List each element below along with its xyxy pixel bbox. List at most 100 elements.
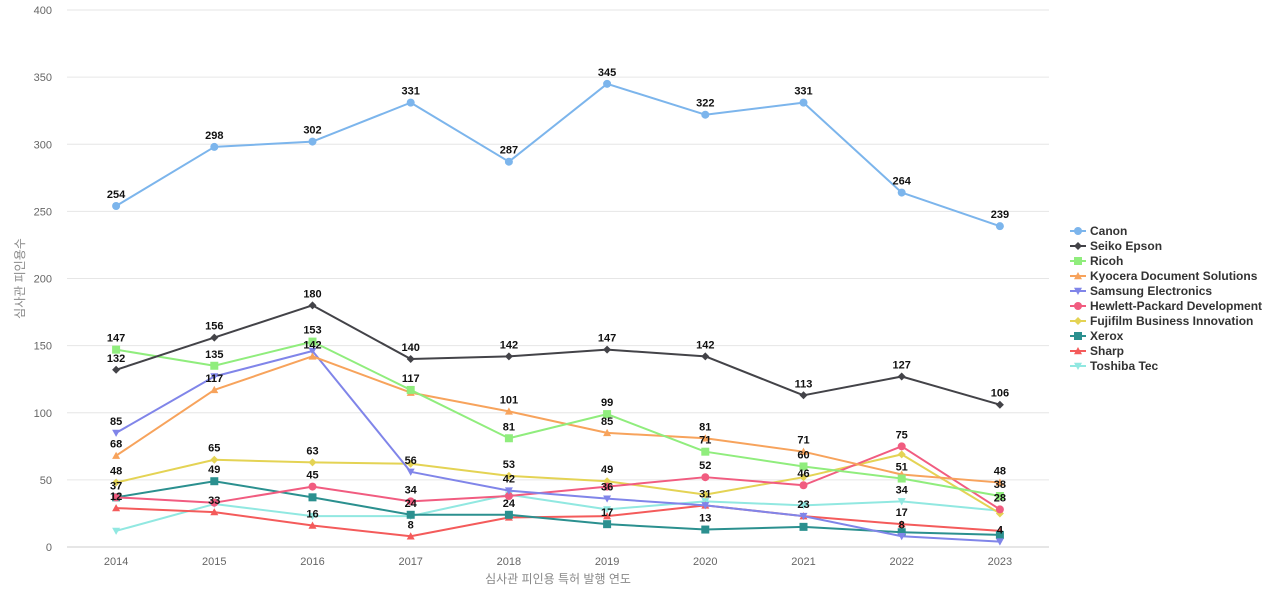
data-point [701, 502, 710, 510]
data-label: 52 [699, 460, 711, 472]
data-label: 142 [500, 339, 518, 351]
legend-item-seiko-epson[interactable]: Seiko Epson [1070, 239, 1162, 253]
data-label: 56 [405, 455, 417, 467]
data-label: 49 [601, 464, 613, 476]
data-label: 142 [303, 339, 321, 351]
legend-item-toshiba-tec[interactable]: Toshiba Tec [1070, 359, 1159, 373]
data-point [897, 450, 906, 459]
data-point [210, 508, 219, 516]
legend-item-canon[interactable]: Canon [1070, 224, 1127, 238]
legend-marker [1074, 272, 1082, 280]
data-label: 132 [107, 353, 125, 365]
data-point [701, 525, 710, 534]
data-point [210, 333, 219, 342]
data-label: 13 [699, 513, 711, 525]
data-label: 81 [699, 421, 711, 433]
legend-item-ricoh[interactable]: Ricoh [1070, 254, 1123, 268]
legend-marker [1074, 287, 1082, 295]
data-point [603, 79, 612, 88]
legend-item-kyocera-document-solutions[interactable]: Kyocera Document Solutions [1070, 269, 1258, 283]
x-tick-label: 2021 [791, 556, 815, 568]
data-point [603, 506, 612, 514]
data-label: 24 [503, 498, 516, 510]
series-line-toshiba-tec [115, 493, 1000, 532]
data-point [406, 468, 415, 476]
legend-label: Samsung Electronics [1090, 284, 1212, 298]
data-label: 24 [405, 498, 418, 510]
data-point [995, 400, 1004, 409]
series-line-sharp [116, 504, 1000, 538]
y-axis: 0 50 100 150 200 250 300 350 400 [34, 5, 52, 554]
data-point [897, 442, 906, 451]
data-point [897, 372, 906, 381]
y-tick-label: 200 [34, 274, 52, 286]
data-point [799, 473, 808, 482]
legend-label: Canon [1090, 224, 1127, 238]
data-point [308, 347, 317, 355]
data-label: 264 [893, 176, 912, 188]
data-label: 156 [205, 321, 223, 333]
data-labels: 254 298 302 331 287 345 322 331 264 239 132 156 180 1… [107, 67, 1009, 537]
data-label: 8 [408, 519, 414, 531]
data-label: 36 [601, 482, 613, 494]
data-point [308, 482, 317, 491]
data-point [701, 434, 710, 442]
x-tick-label: 2015 [202, 556, 226, 568]
data-point [504, 471, 513, 480]
data-point [406, 98, 415, 107]
data-point [701, 490, 710, 499]
data-point [210, 142, 219, 151]
data-point [308, 301, 317, 310]
data-label: 180 [303, 288, 321, 300]
data-point [897, 520, 906, 528]
legend-item-samsung-electronics[interactable]: Samsung Electronics [1070, 284, 1212, 298]
data-point [210, 385, 219, 394]
data-label: 142 [696, 339, 714, 351]
data-point [112, 478, 121, 487]
data-label: 298 [205, 130, 223, 142]
series-ricoh [112, 337, 1004, 500]
series-hewlett-packard-development [112, 442, 1004, 514]
legend-item-fujifilm-business-innovation[interactable]: Fujifilm Business Innovation [1070, 314, 1253, 328]
legend-marker [1074, 242, 1082, 250]
data-point [799, 391, 808, 400]
series-line-hewlett-packard-development [116, 445, 1001, 511]
data-point [799, 502, 808, 510]
data-label: 140 [402, 342, 420, 354]
data-label: 345 [598, 67, 616, 79]
data-label: 254 [107, 189, 126, 201]
grid-lines [67, 9, 1049, 481]
data-label: 34 [405, 484, 418, 496]
legend-label: Hewlett-Packard Development [1090, 299, 1262, 313]
data-point [799, 447, 808, 455]
data-point [406, 510, 415, 519]
series-line-fujifilm-business-innovation [115, 453, 1001, 515]
data-point [308, 137, 317, 146]
x-tick-label: 2018 [497, 556, 521, 568]
data-label: 331 [402, 86, 420, 98]
data-point [995, 491, 1004, 500]
data-label: 8 [899, 519, 905, 531]
x-tick-label: 2019 [595, 556, 619, 568]
data-label: 49 [208, 464, 220, 476]
data-point [504, 487, 513, 495]
data-label: 68 [110, 439, 122, 451]
data-point [897, 474, 906, 483]
data-point [995, 538, 1004, 546]
y-tick-label: 100 [34, 408, 52, 420]
data-point [210, 361, 219, 370]
data-label: 85 [601, 416, 613, 428]
data-point [308, 521, 317, 529]
legend-label: Sharp [1090, 344, 1124, 358]
data-point [112, 504, 121, 512]
x-axis: 2014 2015 2016 2017 2018 2019 2020 2021 2022 2023 [104, 556, 1012, 568]
series-canon [112, 79, 1004, 231]
legend-item-sharp[interactable]: Sharp [1070, 344, 1124, 358]
data-point [308, 458, 317, 467]
legend-item-hewlett-packard-development[interactable]: Hewlett-Packard Development [1070, 299, 1262, 313]
data-label: 117 [402, 373, 420, 385]
data-point [504, 434, 513, 443]
data-label: 46 [797, 468, 809, 480]
y-tick-label: 300 [34, 139, 52, 151]
legend-item-xerox[interactable]: Xerox [1070, 329, 1124, 343]
